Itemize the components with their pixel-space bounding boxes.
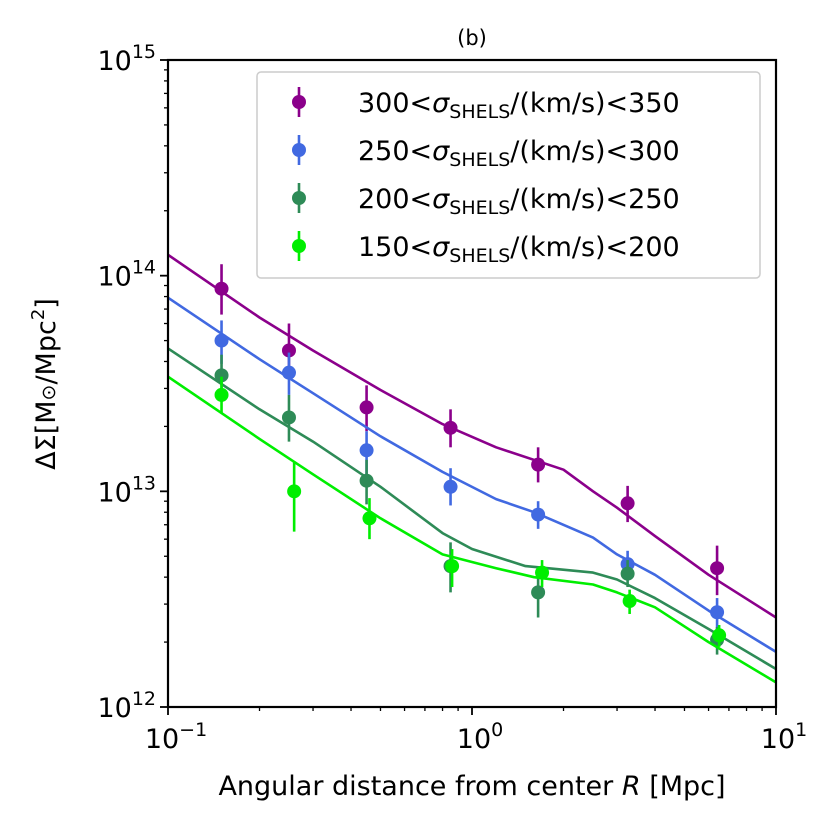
data-point [443,420,458,435]
data-point [214,387,229,402]
legend-entry-3: 200<σSHELS/(km/s)<250 [292,183,680,219]
data-point [620,496,635,511]
legend-entry-4: 150<σSHELS/(km/s)<200 [292,231,680,267]
legend-box [256,71,761,279]
data-point [214,281,229,296]
legend-label: 250<σSHELS/(km/s)<300 [358,136,680,171]
data-point [622,594,637,609]
data-point [710,605,725,620]
x-tick-label: 101 [761,719,807,755]
ticks-layer: 10−1 100 101 1012 1013 1014 1015 [97,41,807,755]
data-point [281,410,296,425]
legend: 300<σSHELS/(km/s)<350 250<σSHELS/(km/s)<3… [256,71,761,279]
legend-marker [292,239,306,253]
series-2 [167,296,777,654]
data-point [531,457,546,472]
data-point [445,559,460,574]
y-tick-label: 1014 [97,257,156,293]
chart-title: (b) [457,26,487,50]
data-point [712,628,727,643]
series-2-model-line [167,296,777,654]
series-4-model-line [167,375,777,684]
legend-marker [292,191,306,205]
data-point [281,343,296,358]
data-point [531,585,546,600]
data-point [710,561,725,576]
legend-entry-2: 250<σSHELS/(km/s)<300 [292,135,680,171]
y-axis-label: ΔΣ[M⊙/Mpc2] [28,298,62,470]
series-layer [167,253,777,684]
x-tick-label: 100 [457,719,503,755]
plot-frame [166,58,778,709]
data-point [531,507,546,522]
x-tick-label: 10−1 [145,719,207,755]
legend-marker [292,95,306,109]
legend-label: 300<σSHELS/(km/s)<350 [358,88,680,123]
data-point [535,565,550,580]
series-3-model-line [167,347,777,671]
data-point [359,473,374,488]
legend-marker [292,143,306,157]
legend-entry-1: 300<σSHELS/(km/s)<350 [292,87,680,123]
y-tick-label: 1015 [97,41,156,77]
data-point [620,566,635,581]
y-tick-label: 1012 [97,688,156,724]
legend-label: 200<σSHELS/(km/s)<250 [358,184,680,219]
data-point [359,400,374,415]
data-point [214,333,229,348]
data-point [443,479,458,494]
series-1-model-line [167,253,777,619]
data-point [359,443,374,458]
data-point [287,484,302,499]
y-tick-label: 1013 [97,472,156,508]
data-point [214,368,229,383]
x-axis-label: Angular distance from center R [Mpc] [218,771,725,802]
legend-label: 150<σSHELS/(km/s)<200 [358,232,680,267]
data-point [281,365,296,380]
data-point [362,511,377,526]
series-3 [167,347,777,671]
series-4 [167,375,777,684]
